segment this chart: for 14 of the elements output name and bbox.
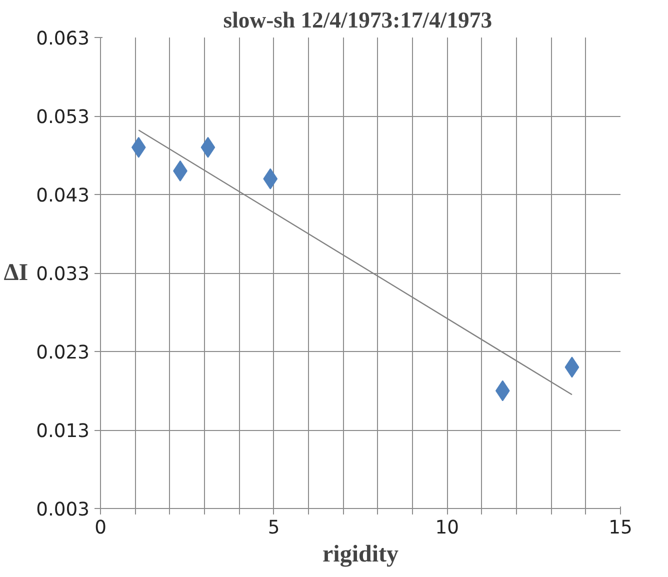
y-tick-label: 0.023 [36,342,90,364]
chart-title: slow-sh 12/4/1973:17/4/1973 [223,8,492,32]
x-tick-label: 5 [268,518,280,538]
x-tick-label: 10 [435,518,460,538]
x-axis-title: rigidity [322,542,398,568]
y-tick-label: 0.033 [36,264,90,285]
y-tick-label: 0.003 [36,500,90,520]
y-axis-title: ΔI [4,260,28,286]
x-tick-label: 0 [94,518,106,538]
y-tick-label: 0.063 [36,28,90,50]
x-tick-label: 15 [608,518,632,538]
y-tick-label: 0.013 [36,421,90,442]
y-tick-label: 0.053 [36,107,90,128]
y-tick-label: 0.043 [36,186,90,206]
